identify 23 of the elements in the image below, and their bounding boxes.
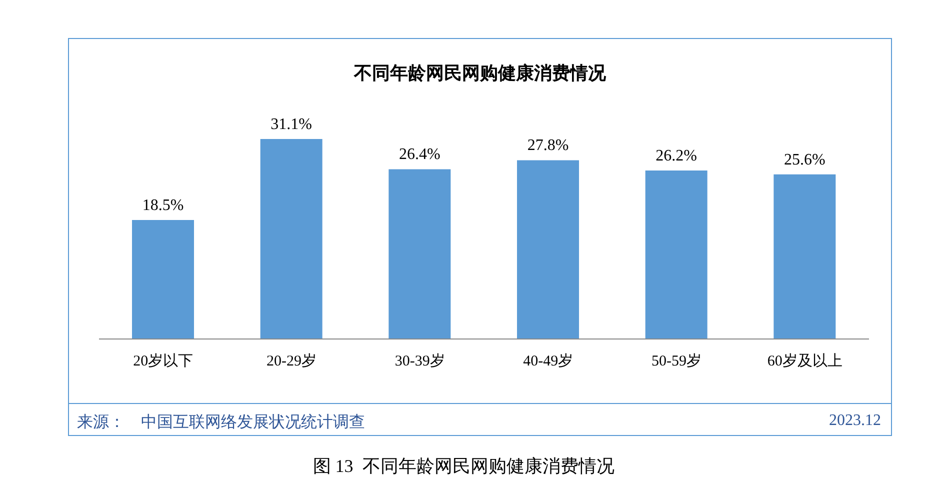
text: 2023.12 xyxy=(829,412,881,430)
chart-title: 不同年龄网民网购健康消费情况 xyxy=(352,62,607,85)
data-label: 25.6% xyxy=(784,151,826,168)
data-label: 26.4% xyxy=(399,146,440,164)
text: 中国互联网络发展状况统计调查 xyxy=(141,412,365,433)
bar xyxy=(517,160,579,339)
data-label: 26.2% xyxy=(656,148,697,165)
bar xyxy=(260,139,322,339)
x-tick-label: 30-39岁 xyxy=(394,352,445,370)
data-label: 31.1% xyxy=(270,116,312,133)
x-tick-label: 50-59岁 xyxy=(652,352,702,370)
bar xyxy=(388,169,451,339)
data-label: 18.5% xyxy=(142,197,184,214)
bar xyxy=(645,170,708,339)
x-tick-label: 20-29岁 xyxy=(266,352,316,370)
source-note: 来源： xyxy=(77,412,125,433)
bar xyxy=(774,174,836,339)
caption: 图 13 不同年龄网民网购健康消费情况 xyxy=(312,455,616,478)
data-label: 27.8% xyxy=(527,137,569,154)
x-tick-label: 60岁及以上 xyxy=(767,352,842,370)
x-tick-label: 40-49岁 xyxy=(523,352,574,370)
x-tick-label: 20岁以下 xyxy=(133,352,194,370)
bar xyxy=(132,220,194,339)
